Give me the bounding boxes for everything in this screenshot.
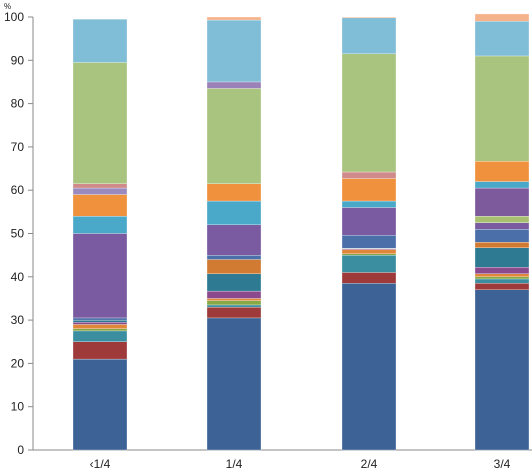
bar-segment (72, 324, 128, 329)
bar-segment (341, 171, 397, 179)
bar-segment (206, 200, 262, 225)
bar-segment (206, 259, 262, 274)
bar-segment (206, 19, 262, 83)
bar-segment (341, 17, 397, 54)
bar-segment (474, 247, 530, 268)
bar-segment (206, 317, 262, 451)
bar-segment (72, 341, 128, 360)
y-tick-label: 70 (11, 140, 25, 154)
bar-segment (72, 216, 128, 234)
y-tick-label: 90 (11, 53, 25, 67)
y-tick-label: 20 (11, 356, 25, 370)
y-tick-label: 50 (11, 227, 25, 241)
y-tick-label: 10 (11, 400, 25, 414)
bar-segment (206, 290, 262, 299)
bar-segment (474, 267, 530, 274)
bar-segment (341, 178, 397, 202)
y-tick-label: 0 (17, 443, 24, 457)
bar-segment (474, 273, 530, 277)
bar-segment (206, 254, 262, 260)
bar-segment (206, 306, 262, 319)
bar-stacks (72, 13, 530, 451)
x-tick-label: ‹1/4 (90, 457, 111, 471)
x-tick-label: 2/4 (361, 457, 378, 471)
bar-segment (72, 194, 128, 217)
bar-segment (341, 207, 397, 236)
bar-segment (474, 242, 530, 248)
bar-segment (341, 253, 397, 256)
y-tick-label: 40 (11, 270, 25, 284)
y-tick-label: 100 (4, 10, 24, 24)
x-tick-label: 1/4 (226, 457, 243, 471)
bar-segment (72, 233, 128, 319)
x-axis-labels: ‹1/4 1/4 2/4 3/4 (90, 457, 511, 471)
bar-segment (72, 319, 128, 323)
bar-segment (474, 229, 530, 243)
bar-segment (474, 13, 530, 22)
bar-segment (206, 183, 262, 202)
bar-segment (206, 300, 262, 306)
bar-segment (72, 62, 128, 184)
bar-segment (474, 283, 530, 290)
bar-segment (474, 278, 530, 284)
bar-segment (206, 224, 262, 256)
bar-segment (341, 254, 397, 273)
bar-segment (341, 16, 397, 19)
bar-segment (72, 19, 128, 63)
bar-segment (474, 222, 530, 230)
bar-segment (206, 16, 262, 21)
bar-segment (206, 273, 262, 292)
bar-segment (72, 328, 128, 332)
bar-segment (341, 249, 397, 255)
bar-segment (206, 298, 262, 301)
y-tick-label: 80 (11, 97, 25, 111)
bar-segment (474, 21, 530, 57)
bar-segment (341, 235, 397, 249)
bar-segment (341, 200, 397, 208)
bar-segment (206, 304, 262, 308)
bar-segment (474, 289, 530, 451)
y-tick-label: 30 (11, 313, 25, 327)
bar-segment (72, 183, 128, 189)
bar-segment (72, 330, 128, 342)
bar-segment (341, 283, 397, 451)
bar-segment (474, 55, 530, 162)
y-unit-label: % (4, 2, 11, 11)
bar-segment (474, 276, 530, 280)
bar-segment (474, 161, 530, 182)
bar-segment (206, 88, 262, 184)
y-axis-ticks: 0 10 20 30 40 50 60 70 80 90 100 (4, 10, 33, 457)
bar-segment (341, 272, 397, 284)
bar-segment (72, 322, 128, 325)
bar-segment (72, 358, 128, 451)
bar-segment (72, 317, 128, 321)
bar-segment (341, 53, 397, 173)
y-tick-label: 60 (11, 183, 25, 197)
bar-segment (206, 81, 262, 89)
bar-segment (474, 181, 530, 189)
x-tick-label: 3/4 (494, 457, 511, 471)
bar-segment (474, 187, 530, 217)
bar-segment (474, 216, 530, 223)
bar-segment (72, 187, 128, 195)
